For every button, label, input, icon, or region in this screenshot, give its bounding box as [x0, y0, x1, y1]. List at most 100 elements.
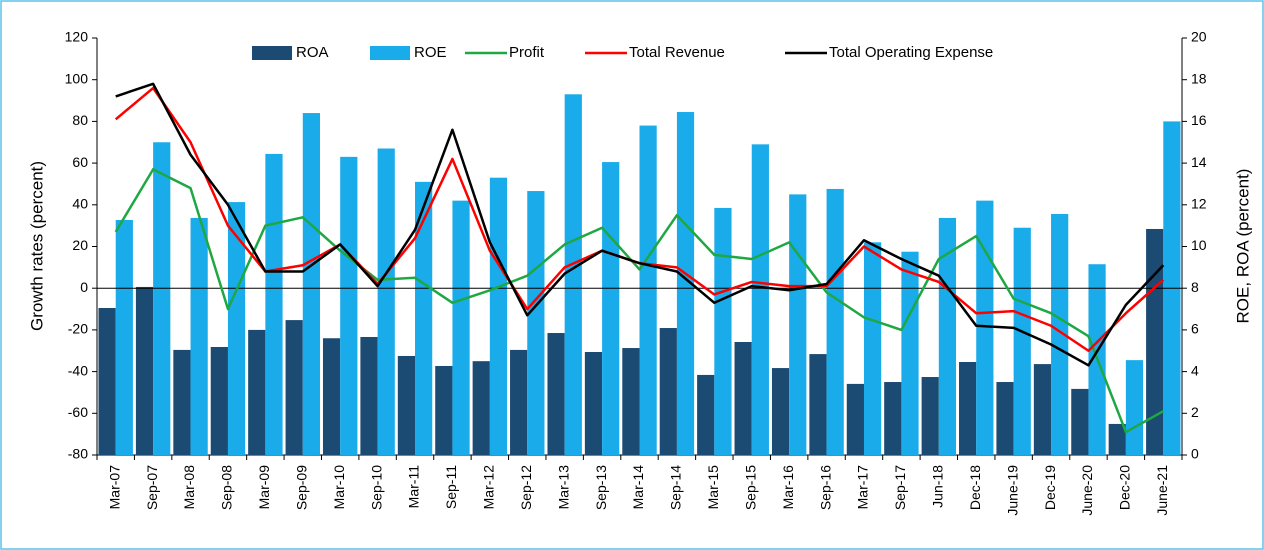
- x-tick-label: Jun-18: [930, 465, 946, 508]
- bar: [809, 354, 827, 455]
- x-tick-label: Dec-20: [1117, 465, 1133, 510]
- y2-tick-label: 20: [1191, 29, 1207, 45]
- bar: [210, 346, 228, 455]
- bar: [1108, 423, 1126, 455]
- bar: [826, 188, 844, 456]
- legend-label: Total Operating Expense: [829, 44, 993, 61]
- bar: [564, 94, 582, 456]
- y-tick-label: 60: [72, 154, 88, 170]
- bar: [1071, 388, 1089, 455]
- y-tick-label: -40: [68, 362, 88, 378]
- legend-label: Total Revenue: [629, 44, 725, 61]
- bar: [976, 200, 994, 455]
- x-tick-label: Sep-13: [593, 465, 609, 510]
- bar: [584, 352, 603, 455]
- bar: [1051, 213, 1069, 455]
- bar: [98, 308, 116, 455]
- bar: [397, 355, 416, 455]
- y2-axis-title: ROE, ROA (percent): [1233, 169, 1252, 324]
- y-tick-label: 40: [72, 196, 88, 212]
- x-tick-label: June-19: [1004, 465, 1020, 516]
- bar: [751, 144, 769, 455]
- y2-tick-label: 0: [1191, 446, 1199, 462]
- bar: [996, 382, 1014, 455]
- y-tick-label: 120: [65, 29, 89, 45]
- bar: [248, 329, 266, 455]
- y2-tick-label: 18: [1191, 70, 1207, 86]
- bar: [435, 365, 453, 455]
- bar: [697, 374, 715, 455]
- bar: [265, 153, 283, 455]
- y-tick-label: 80: [72, 112, 88, 128]
- bar: [884, 382, 902, 455]
- legend-swatch: [370, 46, 410, 60]
- bar: [527, 191, 545, 455]
- y2-tick-label: 10: [1191, 237, 1207, 253]
- y-axis-title: Growth rates (percent): [27, 161, 46, 331]
- bar: [285, 320, 303, 455]
- legend-label: ROE: [414, 44, 447, 61]
- bar: [115, 220, 133, 455]
- bar: [360, 336, 378, 455]
- line-series: [115, 82, 1165, 367]
- bar: [1146, 228, 1164, 455]
- x-tick-label: Sep-12: [518, 465, 534, 510]
- y2-tick-label: 6: [1191, 321, 1199, 337]
- bar: [1033, 364, 1052, 455]
- x-tick-label: Dec-18: [967, 465, 983, 510]
- x-tick-label: Sep-08: [219, 465, 235, 510]
- bar: [734, 341, 752, 455]
- bar: [173, 349, 191, 455]
- y-tick-label: 0: [80, 279, 88, 295]
- bar: [659, 328, 677, 455]
- bar: [863, 242, 882, 455]
- x-tick-label: Sep-16: [817, 465, 833, 510]
- y2-tick-label: 16: [1191, 112, 1207, 128]
- y2-tick-label: 14: [1191, 154, 1207, 170]
- x-tick-label: Mar-07: [106, 465, 122, 510]
- bar: [1125, 360, 1144, 455]
- x-tick-label: Sep-14: [668, 465, 684, 510]
- x-tick-label: Sep-10: [368, 465, 384, 510]
- y-tick-label: -60: [68, 404, 88, 420]
- bar: [602, 162, 620, 455]
- bar: [639, 125, 657, 455]
- y-tick-label: 20: [72, 237, 88, 253]
- x-tick-label: Sep-07: [144, 465, 160, 510]
- x-tick-label: Mar-11: [406, 465, 422, 509]
- bar: [846, 383, 864, 455]
- bar: [622, 348, 640, 455]
- x-tick-label: Mar-08: [181, 465, 197, 510]
- bar: [377, 148, 395, 455]
- bar: [190, 217, 208, 455]
- bar: [489, 177, 508, 455]
- y2-tick-label: 4: [1191, 362, 1199, 378]
- y2-tick-label: 8: [1191, 279, 1199, 295]
- bar: [901, 251, 919, 455]
- bar: [959, 362, 977, 455]
- x-tick-label: Mar-09: [256, 465, 272, 510]
- x-tick-label: Sep-15: [742, 465, 758, 510]
- bar: [153, 142, 171, 455]
- y-tick-label: -80: [68, 446, 88, 462]
- x-tick-label: Mar-12: [481, 465, 497, 510]
- bar: [676, 112, 695, 455]
- x-tick-label: June-21: [1154, 465, 1170, 516]
- x-tick-label: Dec-19: [1042, 465, 1058, 510]
- y-tick-label: -20: [68, 321, 88, 337]
- y2-tick-label: 2: [1191, 404, 1199, 420]
- legend-label: ROA: [296, 44, 329, 61]
- bar: [510, 349, 528, 455]
- x-tick-label: Sep-11: [443, 465, 459, 509]
- x-tick-label: June-20: [1079, 465, 1095, 516]
- bar: [547, 333, 565, 455]
- bar: [1013, 227, 1031, 455]
- x-tick-label: Mar-15: [705, 465, 721, 510]
- bar: [302, 113, 320, 455]
- bar: [771, 368, 790, 455]
- line-series: [114, 168, 1164, 434]
- bar: [452, 200, 470, 455]
- bar: [789, 194, 807, 455]
- bar: [227, 202, 246, 455]
